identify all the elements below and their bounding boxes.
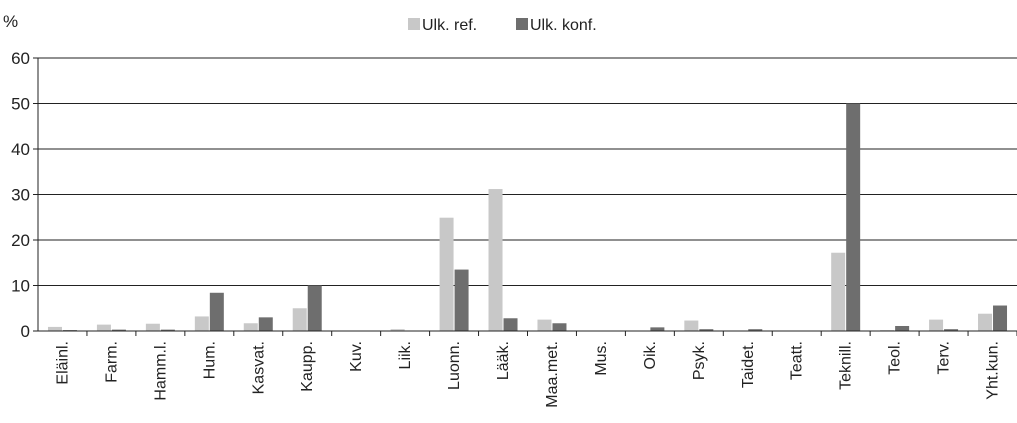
- legend-label: Ulk. ref.: [422, 17, 477, 34]
- x-tick-label: Luonn.: [446, 341, 463, 390]
- x-tick-label: Lääk.: [495, 341, 512, 380]
- x-tick-label: Yht.kun.: [985, 341, 1002, 400]
- bar-ulk-konf: [552, 323, 567, 331]
- x-tick-label: Terv.: [936, 341, 953, 374]
- bar-ulk-konf: [895, 325, 910, 331]
- x-tick-label: Mus.: [593, 341, 610, 376]
- x-tick-label: Teatt.: [789, 341, 806, 380]
- x-tick-label: Liik.: [397, 341, 414, 369]
- bar-ulk-ref: [96, 324, 111, 331]
- x-tick-label: Hamm.l.: [152, 341, 169, 401]
- y-tick-label: 40: [11, 140, 30, 159]
- bar-ulk-ref: [243, 323, 258, 331]
- y-tick-label: 0: [21, 322, 30, 341]
- legend-label: Ulk. konf.: [530, 17, 597, 34]
- bars: [47, 103, 1008, 331]
- bar-ulk-ref: [145, 323, 160, 331]
- bar-ulk-ref: [439, 217, 454, 331]
- bar-ulk-ref: [292, 308, 307, 331]
- x-tick-label: Eläinl.: [54, 341, 71, 385]
- bar-ulk-ref: [390, 329, 405, 331]
- x-tick-label: Oik.: [642, 341, 659, 369]
- y-tick-label: 10: [11, 277, 30, 296]
- bar-ulk-ref: [537, 319, 552, 331]
- legend: Ulk. ref. Ulk. konf.: [408, 17, 597, 34]
- x-tick-label: Teol.: [887, 341, 904, 375]
- x-tick-label: Maa.met.: [544, 341, 561, 408]
- y-tick-label: 50: [11, 95, 30, 114]
- bar-ulk-konf: [307, 285, 322, 331]
- bar-ulk-ref: [978, 313, 993, 331]
- y-axis-label: %: [3, 12, 18, 31]
- bar-ulk-konf: [650, 327, 665, 331]
- x-tick-label: Hum.: [201, 341, 218, 379]
- bar-ulk-konf: [503, 318, 518, 331]
- bar-ulk-konf: [699, 329, 714, 331]
- legend-swatch: [408, 18, 420, 30]
- bar-ulk-konf: [846, 103, 861, 331]
- bar-ulk-konf: [944, 329, 959, 331]
- bar-ulk-ref: [488, 189, 503, 331]
- bar-ulk-konf: [160, 329, 175, 331]
- bar-ulk-ref: [929, 319, 944, 331]
- bar-ulk-ref: [194, 316, 209, 331]
- x-axis-categories: Eläinl. Farm. Hamm.l. Hum. Kasvat. Kaupp. Kuv.…: [54, 331, 1017, 408]
- x-tick-label: Farm.: [103, 341, 120, 383]
- y-tick-label: 60: [11, 49, 30, 68]
- bar-ulk-konf: [111, 329, 126, 331]
- gridlines: [38, 57, 1017, 286]
- x-tick-label: Kaupp.: [299, 341, 316, 392]
- bar-ulk-konf: [454, 269, 469, 331]
- y-tick-label: 30: [11, 186, 30, 205]
- x-tick-label: Psyk.: [691, 341, 708, 380]
- bar-ulk-ref: [47, 326, 62, 331]
- x-tick-label: Kasvat.: [250, 341, 267, 394]
- y-tick-label: 20: [11, 231, 30, 250]
- bar-ulk-ref: [831, 252, 846, 331]
- bar-ulk-konf: [209, 292, 224, 331]
- x-tick-label: Teknill.: [838, 341, 855, 390]
- x-tick-label: Taidet.: [740, 341, 757, 388]
- x-tick-label: Kuv.: [348, 341, 365, 372]
- y-axis-ticks: 0 10 20 30 40 50 60: [11, 49, 38, 341]
- legend-swatch: [516, 18, 528, 30]
- bar-ulk-konf: [258, 317, 273, 331]
- bar-ulk-konf: [993, 305, 1008, 331]
- bar-ulk-konf: [748, 329, 763, 331]
- bar-ulk-ref: [684, 320, 699, 331]
